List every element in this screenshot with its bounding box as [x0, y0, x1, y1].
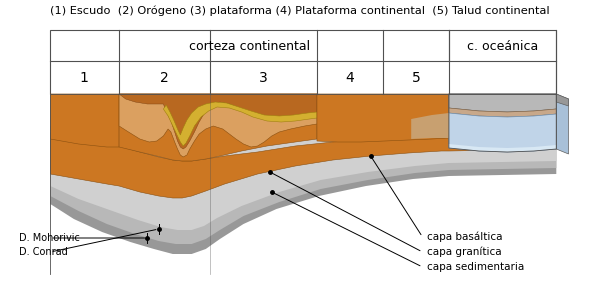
Text: capa granítica: capa granítica — [427, 247, 502, 257]
Text: c. oceánica: c. oceánica — [467, 40, 538, 53]
Polygon shape — [449, 94, 556, 112]
Polygon shape — [50, 133, 556, 198]
Text: 3: 3 — [259, 71, 268, 85]
Text: D. Conrad: D. Conrad — [19, 247, 68, 257]
Polygon shape — [449, 108, 556, 117]
Polygon shape — [317, 94, 449, 142]
Text: 2: 2 — [160, 71, 169, 85]
Polygon shape — [50, 94, 119, 147]
Polygon shape — [411, 113, 449, 139]
Text: 1: 1 — [80, 71, 89, 85]
Text: capa sedimentaria: capa sedimentaria — [427, 262, 524, 272]
Polygon shape — [119, 94, 317, 161]
Polygon shape — [449, 113, 556, 152]
Polygon shape — [163, 102, 317, 146]
Bar — [50, 30, 556, 94]
Text: (1) Escudo  (2) Orógeno (3) plataforma (4) Plataforma continental  (5) Talud con: (1) Escudo (2) Orógeno (3) plataforma (4… — [50, 5, 550, 16]
Polygon shape — [119, 94, 317, 149]
Text: 5: 5 — [412, 71, 420, 85]
Polygon shape — [556, 94, 569, 154]
Bar — [50, 94, 556, 274]
Text: corteza continental: corteza continental — [188, 40, 310, 53]
Text: D. Mohorivic: D. Mohorivic — [19, 233, 80, 243]
Text: capa basáltica: capa basáltica — [427, 232, 503, 242]
Polygon shape — [50, 126, 556, 254]
Polygon shape — [556, 94, 569, 106]
Polygon shape — [449, 144, 556, 152]
Polygon shape — [50, 131, 556, 230]
Polygon shape — [50, 129, 556, 244]
Polygon shape — [119, 94, 317, 157]
Text: 4: 4 — [346, 71, 355, 85]
